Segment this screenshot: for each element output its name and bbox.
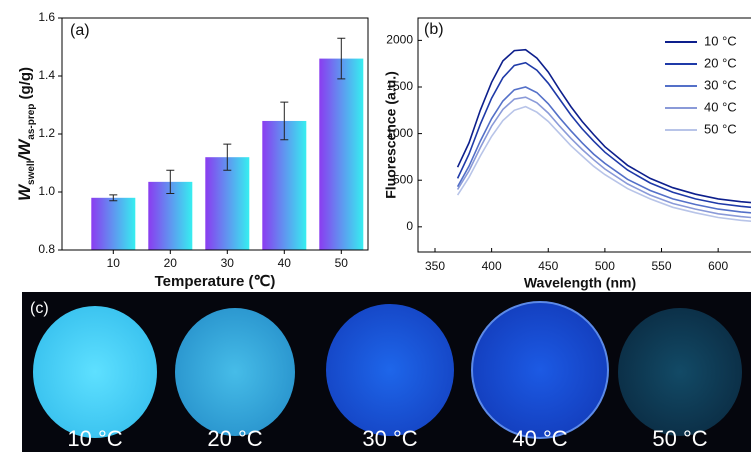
y-axis-label-part: /W — [15, 138, 34, 162]
y-axis-label-part: as-prep — [26, 104, 37, 140]
spectrum-line — [456, 105, 751, 222]
y-axis-label-part: swell — [26, 160, 37, 185]
bar — [205, 157, 250, 250]
x-tick-label: 400 — [482, 259, 502, 273]
axes-frame — [417, 17, 751, 253]
legend-label: 20 °C — [704, 55, 737, 70]
x-axis-label: Wavelength (nm) — [524, 275, 636, 291]
caption: 50 °C — [652, 426, 707, 451]
axes-frame — [61, 17, 369, 251]
bar — [319, 58, 364, 250]
y-tick-label: 1.2 — [38, 126, 55, 140]
y-tick-label: 0.8 — [38, 242, 55, 256]
x-tick-label: 20 — [164, 256, 178, 270]
legend-label: 50 °C — [704, 121, 737, 136]
caption: 40 °C — [512, 426, 567, 451]
sample-disc — [618, 308, 742, 436]
bar — [91, 197, 136, 250]
legend-label: 40 °C — [704, 99, 737, 114]
y-axis-label-part: (g/g) — [17, 67, 34, 104]
x-tick-label: 40 — [278, 256, 292, 270]
x-tick-label: 50 — [335, 256, 349, 270]
spectrum-line — [456, 61, 751, 209]
spectrum-line — [456, 48, 751, 204]
sample-disc — [471, 301, 609, 439]
y-tick-label: 500 — [393, 172, 413, 186]
panel-label: (a) — [70, 22, 90, 39]
caption: 30 °C — [362, 426, 417, 451]
caption: 10 °C — [67, 426, 122, 451]
legend-label: 10 °C — [704, 33, 737, 48]
spectrum-line — [456, 86, 751, 214]
caption: 20 °C — [207, 426, 262, 451]
y-axis-label: Wswell/Was-prep (g/g) — [15, 67, 37, 201]
x-axis-label: Temperature (℃) — [155, 273, 276, 290]
x-tick-label: 500 — [595, 259, 615, 273]
sample-disc — [326, 304, 454, 436]
photo-panel: (c) 10 °C 20 °C 30 °C 40 °C 50 °C — [22, 292, 751, 452]
error-bar — [223, 143, 232, 171]
y-tick-label: 1.4 — [38, 68, 55, 82]
y-tick-label: 0 — [406, 219, 413, 233]
panel-label: (c) — [30, 300, 49, 317]
y-axis-label: Fluorescence (a.u.) — [383, 71, 399, 199]
y-tick-label: 1.6 — [38, 10, 55, 24]
error-bar — [280, 101, 289, 141]
x-tick-label: 350 — [425, 259, 445, 273]
bar — [262, 120, 307, 250]
x-tick-label: 600 — [708, 259, 728, 273]
x-tick-label: 10 — [107, 256, 121, 270]
error-bar — [109, 194, 118, 202]
y-tick-label: 1500 — [386, 79, 413, 93]
spectrum-line — [456, 96, 751, 219]
y-tick-label: 2000 — [386, 33, 413, 47]
error-bar — [337, 37, 346, 80]
legend-label: 30 °C — [704, 77, 737, 92]
y-tick-label: 1000 — [386, 126, 413, 140]
sample-disc — [175, 308, 295, 436]
x-tick-label: 450 — [538, 259, 558, 273]
y-axis-label-part: W — [15, 183, 34, 201]
error-bar — [166, 169, 175, 194]
sample-disc — [33, 306, 157, 438]
x-tick-label: 550 — [652, 259, 672, 273]
panel-label: (b) — [424, 21, 444, 38]
y-tick-label: 1.0 — [38, 184, 55, 198]
x-tick-label: 30 — [221, 256, 235, 270]
